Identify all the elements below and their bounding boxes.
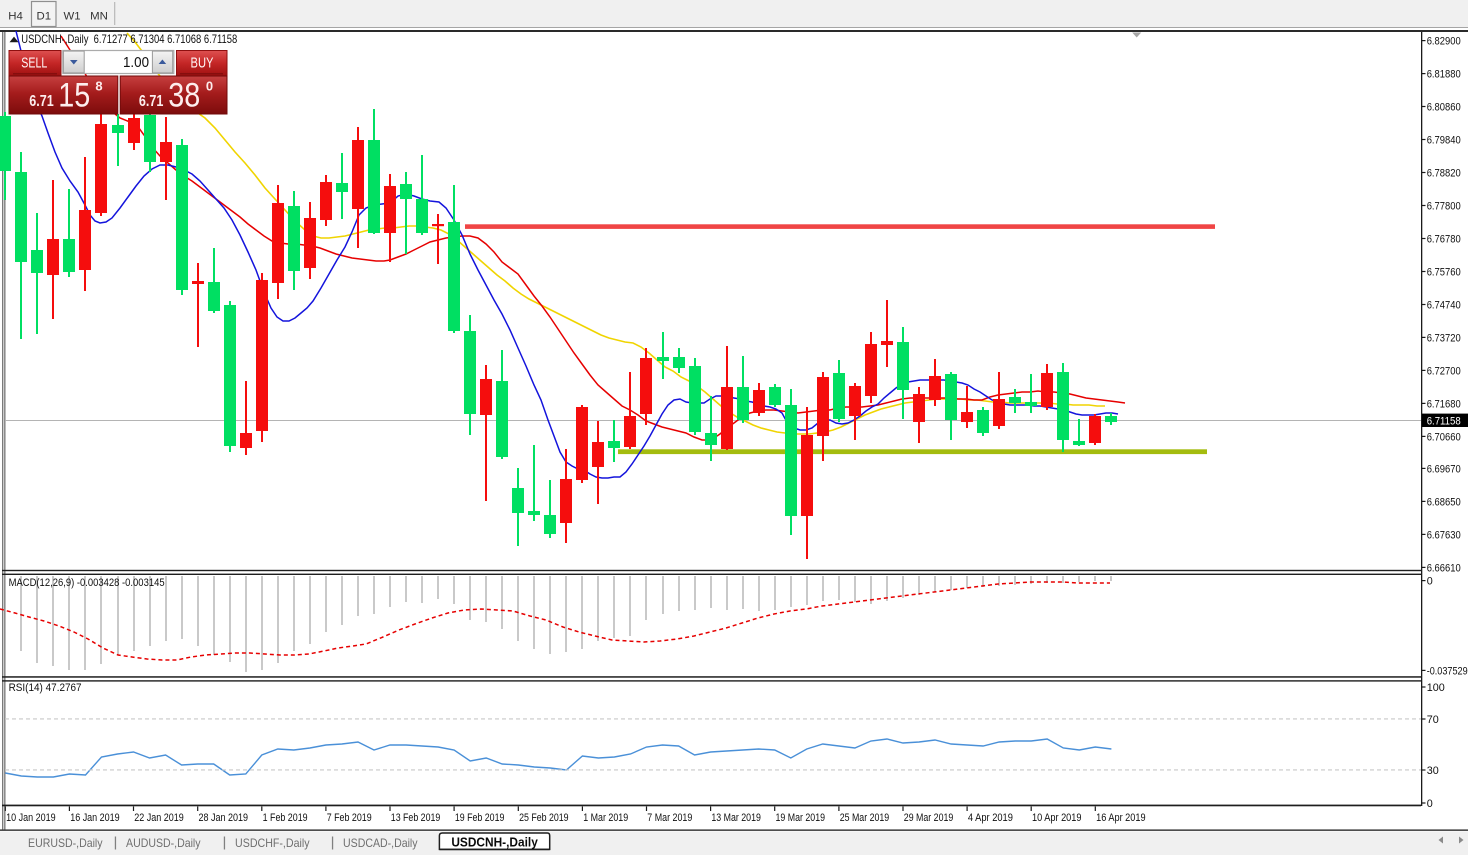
svg-text:25 Mar 2019: 25 Mar 2019 <box>840 812 890 824</box>
svg-text:13 Mar 2019: 13 Mar 2019 <box>711 812 761 824</box>
svg-text:6.71680: 6.71680 <box>1427 398 1461 410</box>
svg-text:25 Feb 2019: 25 Feb 2019 <box>519 812 569 824</box>
svg-text:RSI(14) 47.2767: RSI(14) 47.2767 <box>9 682 82 694</box>
svg-text:13 Feb 2019: 13 Feb 2019 <box>391 812 441 824</box>
svg-text:8: 8 <box>95 79 102 94</box>
svg-text:6.71158: 6.71158 <box>1427 415 1461 427</box>
svg-text:6.72700: 6.72700 <box>1427 365 1461 377</box>
svg-text:-0.037529: -0.037529 <box>1427 665 1468 677</box>
svg-text:0: 0 <box>206 79 213 94</box>
svg-text:16 Jan 2019: 16 Jan 2019 <box>70 812 120 824</box>
svg-text:6.71: 6.71 <box>29 93 54 110</box>
svg-text:70: 70 <box>1427 714 1439 726</box>
svg-text:MACD(12,26,9) -0.003428 -0.003: MACD(12,26,9) -0.003428 -0.003145 <box>9 577 165 589</box>
svg-text:USDCHF-,Daily: USDCHF-,Daily <box>235 836 310 850</box>
svg-text:6.70660: 6.70660 <box>1427 431 1461 443</box>
svg-text:6.75760: 6.75760 <box>1427 267 1461 279</box>
svg-text:H4: H4 <box>8 10 23 22</box>
svg-text:1.00: 1.00 <box>123 54 149 71</box>
svg-text:1 Feb 2019: 1 Feb 2019 <box>263 812 308 824</box>
svg-text:W1: W1 <box>63 10 80 22</box>
svg-text:6.74740: 6.74740 <box>1427 300 1461 312</box>
svg-text:100: 100 <box>1427 682 1445 694</box>
svg-text:SELL: SELL <box>21 55 47 71</box>
svg-text:6.69670: 6.69670 <box>1427 463 1461 475</box>
svg-text:USDCAD-,Daily: USDCAD-,Daily <box>343 836 418 850</box>
svg-text:MN: MN <box>90 10 108 22</box>
svg-text:19 Mar 2019: 19 Mar 2019 <box>776 812 826 824</box>
svg-text:1 Mar 2019: 1 Mar 2019 <box>583 812 628 824</box>
svg-text:16 Apr 2019: 16 Apr 2019 <box>1096 812 1146 824</box>
svg-text:0: 0 <box>1427 576 1433 588</box>
svg-text:6.78820: 6.78820 <box>1427 168 1461 180</box>
svg-text:6.73720: 6.73720 <box>1427 332 1461 344</box>
svg-text:30: 30 <box>1427 765 1439 777</box>
svg-text:7 Mar 2019: 7 Mar 2019 <box>647 812 692 824</box>
svg-text:BUY: BUY <box>191 55 214 71</box>
svg-text:38: 38 <box>168 76 200 114</box>
svg-text:USDCNH-,Daily: USDCNH-,Daily <box>451 835 538 849</box>
svg-text:6.82900: 6.82900 <box>1427 36 1461 48</box>
svg-text:USDCNH-,Daily 6.71277 6.71304: USDCNH-,Daily 6.71277 6.71304 6.71068 6.… <box>21 32 237 46</box>
svg-text:6.71: 6.71 <box>139 93 164 110</box>
svg-text:10 Apr 2019: 10 Apr 2019 <box>1032 812 1082 824</box>
svg-text:0: 0 <box>1427 798 1433 810</box>
svg-text:6.81880: 6.81880 <box>1427 69 1461 81</box>
svg-text:6.68650: 6.68650 <box>1427 496 1461 508</box>
svg-text:28 Jan 2019: 28 Jan 2019 <box>199 812 249 824</box>
svg-text:D1: D1 <box>37 10 52 22</box>
svg-text:AUDUSD-,Daily: AUDUSD-,Daily <box>126 836 201 850</box>
svg-text:22 Jan 2019: 22 Jan 2019 <box>134 812 184 824</box>
svg-text:4 Apr 2019: 4 Apr 2019 <box>968 812 1013 824</box>
svg-text:19 Feb 2019: 19 Feb 2019 <box>455 812 505 824</box>
svg-text:29 Mar 2019: 29 Mar 2019 <box>904 812 954 824</box>
svg-text:10 Jan 2019: 10 Jan 2019 <box>6 812 56 824</box>
svg-text:6.80860: 6.80860 <box>1427 102 1461 114</box>
svg-text:15: 15 <box>58 76 90 114</box>
svg-text:6.77800: 6.77800 <box>1427 201 1461 213</box>
svg-text:6.66610: 6.66610 <box>1427 562 1461 574</box>
svg-text:EURUSD-,Daily: EURUSD-,Daily <box>28 836 103 850</box>
svg-text:7 Feb 2019: 7 Feb 2019 <box>327 812 372 824</box>
svg-text:6.67630: 6.67630 <box>1427 529 1461 541</box>
svg-text:6.79840: 6.79840 <box>1427 135 1461 147</box>
svg-text:6.76780: 6.76780 <box>1427 234 1461 246</box>
